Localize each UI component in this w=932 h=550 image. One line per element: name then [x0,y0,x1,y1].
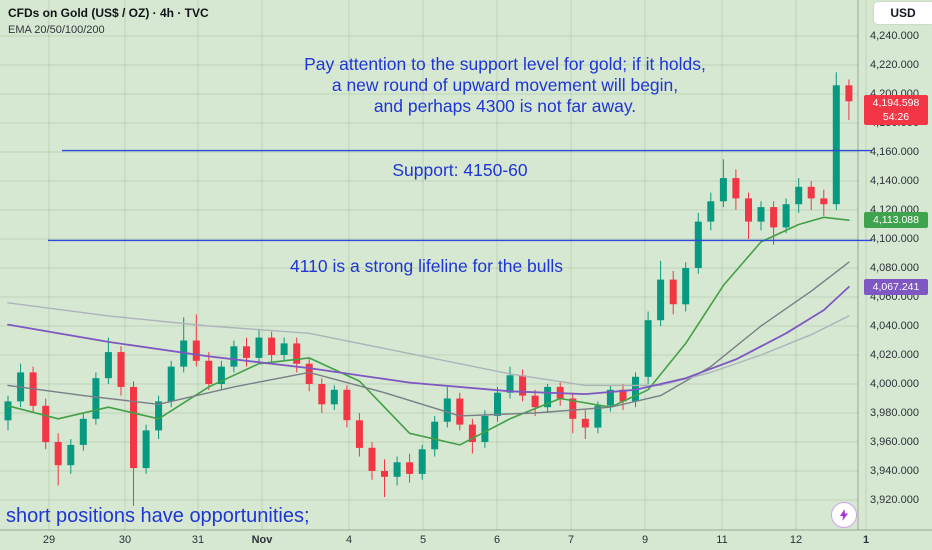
annotation-bottom-note[interactable]: short positions have opportunities; [6,505,310,527]
symbol-title[interactable]: CFDs on Gold (US$ / OZ) · 4h · TVC [8,6,209,20]
price-axis-label: 3,940.000 [870,465,919,477]
lightning-bolt-glyph [839,509,849,521]
time-axis-label: 5 [419,534,427,546]
time-axis-label: 31 [191,534,205,546]
time-axis-label: 9 [641,534,649,546]
chart-legend[interactable]: CFDs on Gold (US$ / OZ) · 4h · TVC EMA 2… [8,6,209,36]
time-axis-label: 1 [862,534,870,546]
price-axis-label: 4,160.000 [870,146,919,158]
candles [4,72,853,506]
annotation-support-note[interactable]: Support: 4150-60 [392,160,528,180]
ema200-value: 4,067.241 [872,280,920,293]
indicator-legend[interactable]: EMA 20/50/100/200 [8,24,105,36]
ema-line-ema-200[interactable] [7,286,850,395]
time-axis-label: 29 [42,534,56,546]
price-axis-label: 4,000.000 [870,378,919,390]
annotation-lifeline-note[interactable]: 4110 is a strong lifeline for the bulls [290,256,564,276]
ema20-price-badge: 4,113.088 [864,212,928,229]
price-axis-label: 4,020.000 [870,349,919,361]
annotation-line-2: a new round of upward movement will begi… [331,75,679,95]
price-axis[interactable]: 4,194.598 54:26 4,113.088 4,067.241 4,24… [858,0,932,530]
price-axis-label: 4,220.000 [870,59,919,71]
price-axis-label: 3,920.000 [870,494,919,506]
ema-line-ema-20[interactable] [7,216,850,446]
last-price-value: 4,194.598 [872,96,920,109]
time-axis-label: 7 [567,534,575,546]
ema20-value: 4,113.088 [873,214,919,227]
time-axis-label: 11 [716,534,728,546]
time-axis-label: 4 [345,534,353,546]
time-axis-label: Nov [251,534,273,546]
price-axis-label: 4,040.000 [870,320,919,332]
time-axis-label: 12 [789,534,803,546]
price-axis-label: 4,140.000 [870,175,919,187]
bar-countdown: 54:26 [882,110,910,123]
price-axis-label: 3,980.000 [870,407,919,419]
ema-line-ema-50[interactable] [7,261,850,417]
currency-button[interactable]: USD [874,2,932,24]
time-axis[interactable]: 29 30 31 Nov 4 5 6 7 9 11 12 1 [0,530,932,550]
ema-line-ema-100[interactable] [7,302,850,387]
price-axis-label: 4,240.000 [870,30,919,42]
price-axis-label: 3,960.000 [870,436,919,448]
last-price-badge: 4,194.598 54:26 [864,94,928,125]
ema200-price-badge: 4,067.241 [864,278,928,295]
price-axis-label: 4,100.000 [870,233,919,245]
time-axis-label: 6 [493,534,501,546]
price-axis-label: 4,080.000 [870,262,919,274]
boost-lightning-icon[interactable] [831,502,857,528]
annotation-line-1: Pay attention to the support level for g… [304,54,706,74]
annotation-line-3: and perhaps 4300 is not far away. [373,96,637,116]
time-axis-label: 30 [118,534,132,546]
annotation-main-note[interactable]: Pay attention to the support level for g… [180,54,830,117]
